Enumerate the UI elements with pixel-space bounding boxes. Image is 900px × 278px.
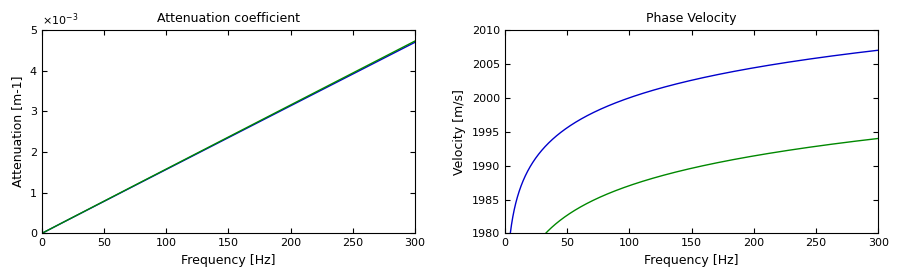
Title: Phase Velocity: Phase Velocity	[646, 11, 737, 24]
Y-axis label: Velocity [m/s]: Velocity [m/s]	[454, 89, 466, 175]
X-axis label: Frequency [Hz]: Frequency [Hz]	[181, 254, 275, 267]
Text: $\times10^{-3}$: $\times10^{-3}$	[41, 11, 78, 28]
Title: Attenuation coefficient: Attenuation coefficient	[157, 11, 300, 24]
Y-axis label: Attenuation [m-1]: Attenuation [m-1]	[11, 76, 24, 187]
X-axis label: Frequency [Hz]: Frequency [Hz]	[644, 254, 739, 267]
